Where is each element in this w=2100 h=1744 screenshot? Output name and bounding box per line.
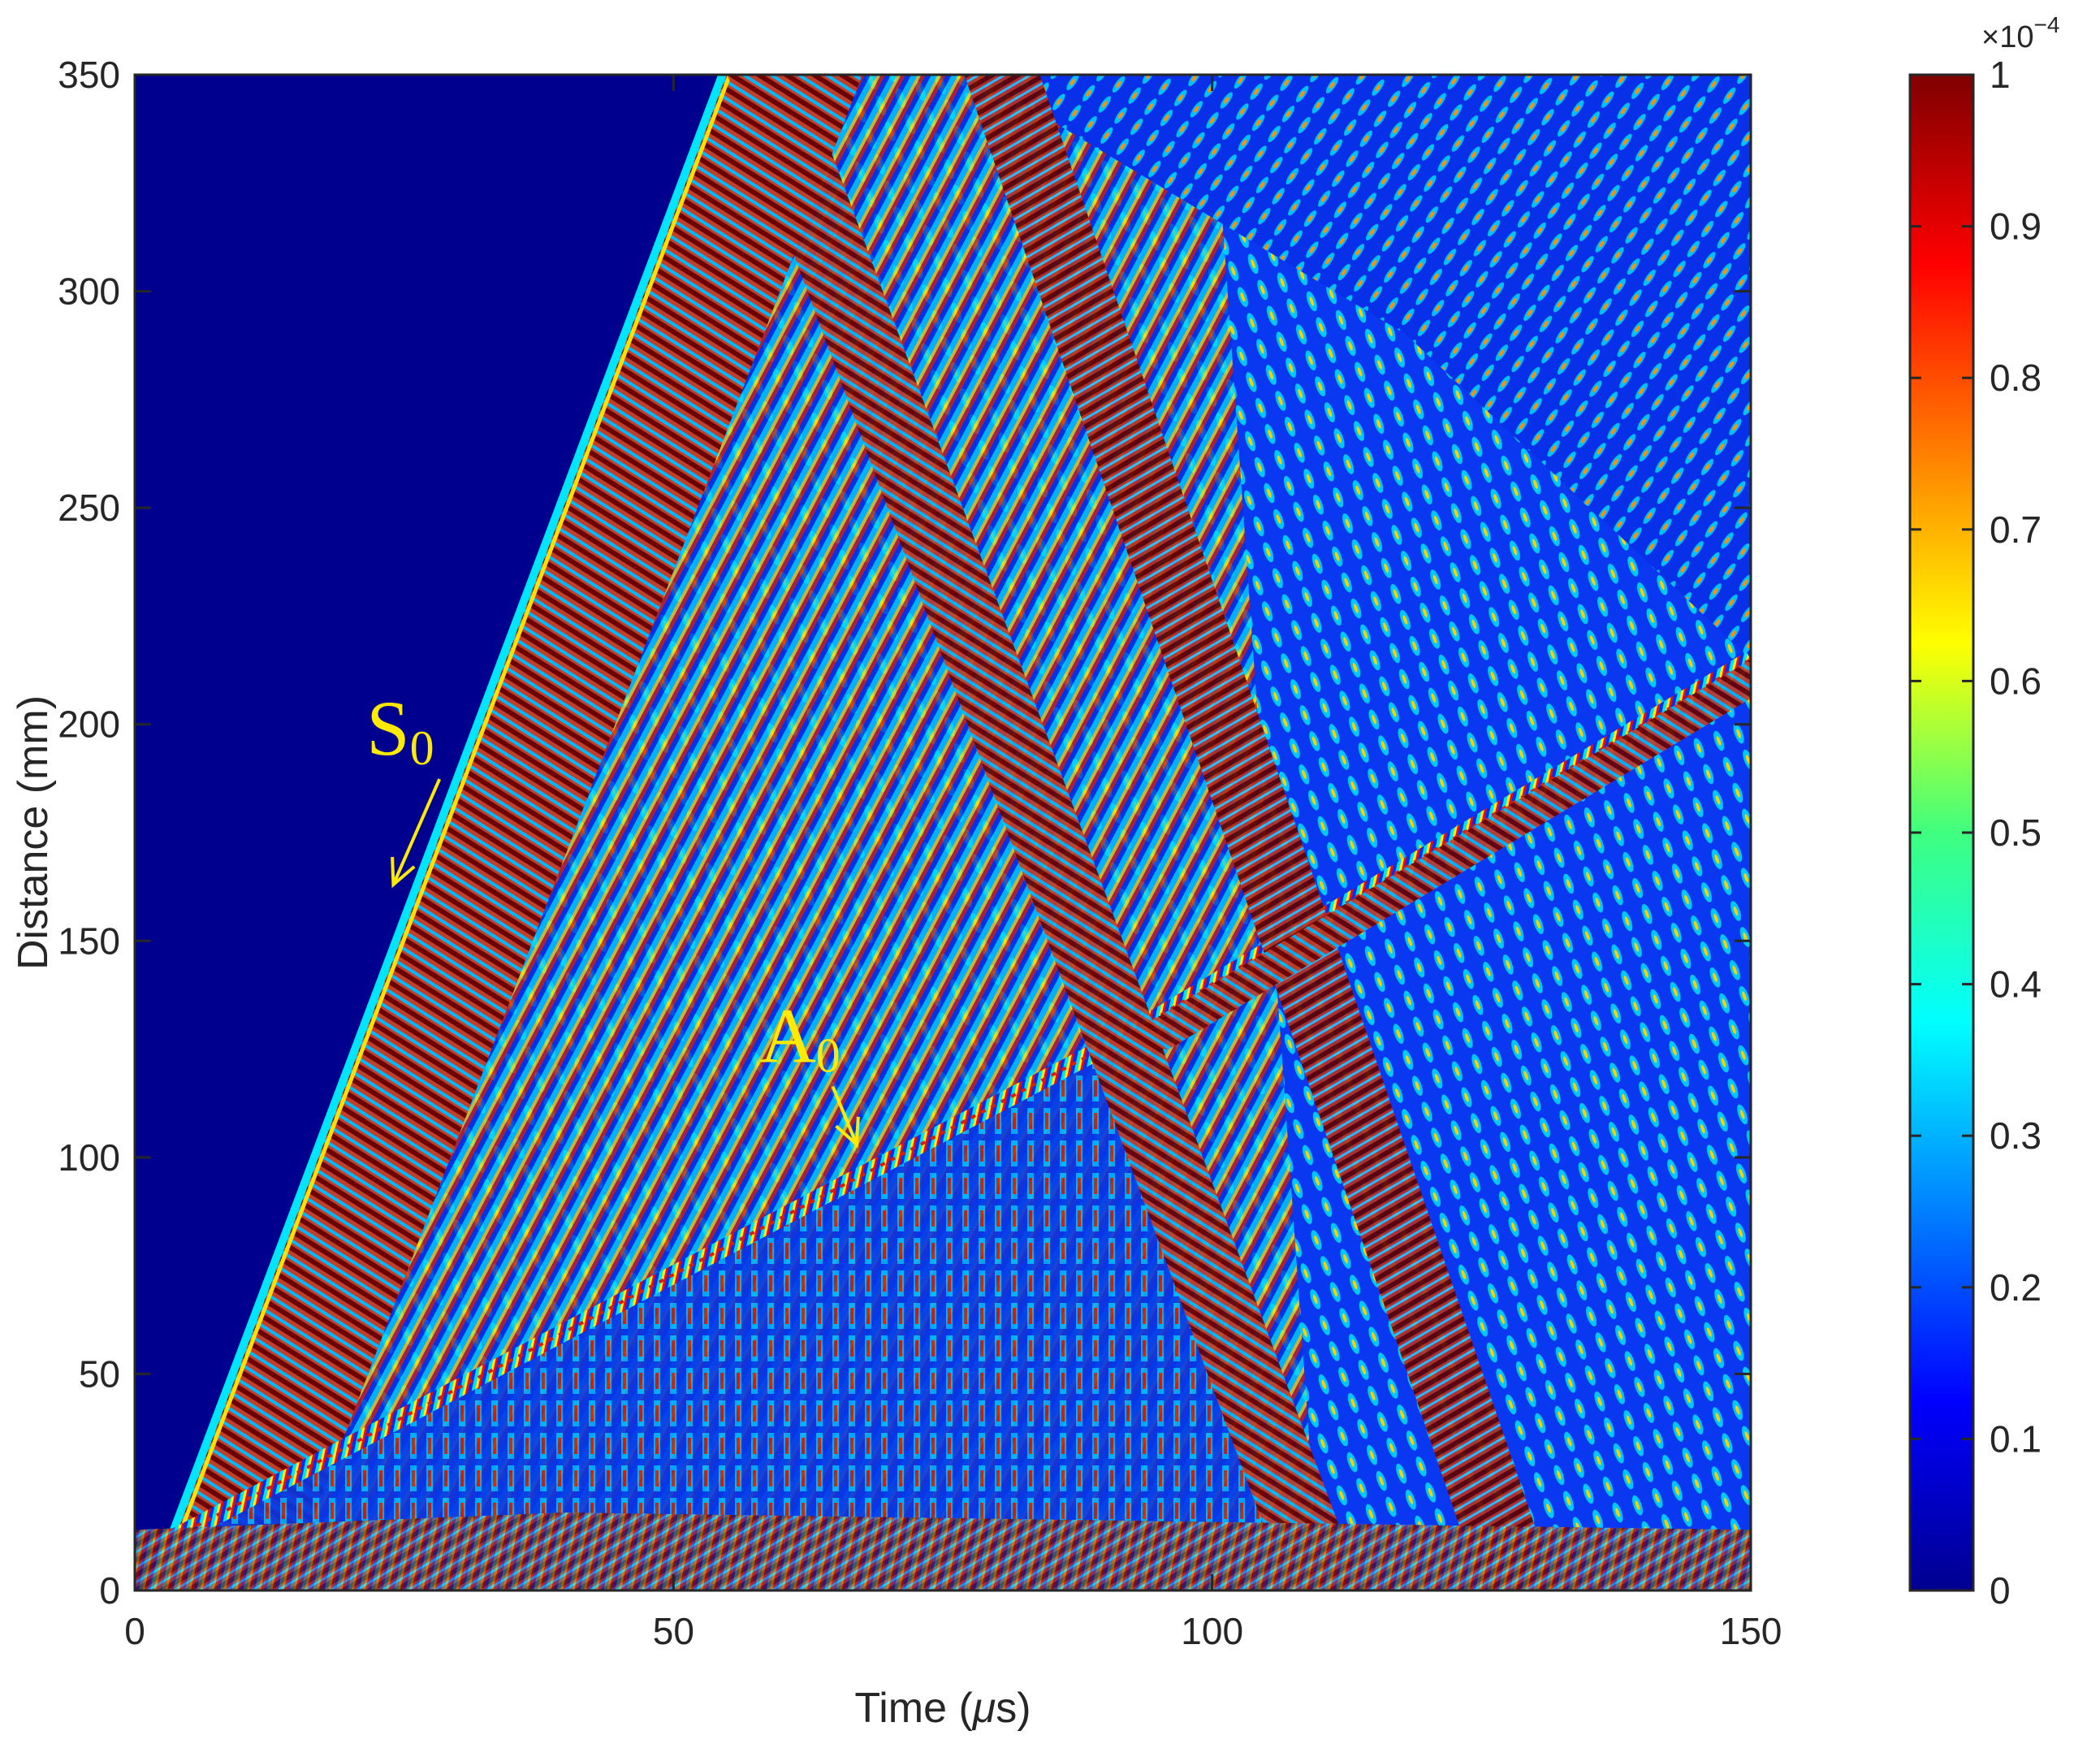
x-axis-label: Time (μs)	[854, 1685, 1031, 1732]
colorbar-tick-label: 0.6	[1990, 660, 2042, 702]
x-tick-label: 100	[1181, 1610, 1243, 1652]
colorbar-ticks: 0 0.1 0.2 0.3 0.4 0.5 0.6 0.7 0.8 0.9 1	[1910, 54, 2042, 1612]
x-tick-label: 50	[653, 1610, 694, 1652]
colorbar-tick-label: 0.9	[1990, 206, 2042, 248]
reflected-wave-band	[1104, 659, 1751, 1049]
colorbar-tick-label: 1	[1990, 54, 2011, 96]
colorbar-tick-label: 0.4	[1990, 963, 2042, 1006]
colorbar-tick-label: 0.3	[1990, 1114, 2042, 1157]
reflected-wave-band	[964, 75, 1558, 1590]
colorbar-tick-label: 0.2	[1990, 1266, 2042, 1309]
s0-arrow	[391, 778, 442, 885]
colorbar-tick-label: 0.5	[1990, 811, 2042, 854]
source-region	[135, 1512, 1751, 1590]
y-axis-label: Distance (mm)	[10, 695, 57, 970]
colorbar-tick-label: 0.7	[1990, 508, 2042, 551]
s0-wavefront	[156, 75, 732, 1590]
colorbar-tick-label: 0	[1990, 1569, 2011, 1612]
colorbar-tick-label: 0.1	[1990, 1417, 2042, 1460]
y-axis-ticks: 0 50 100 150 200 250 300 350	[58, 54, 1751, 1612]
y-tick-label: 150	[58, 920, 120, 962]
a0-arrow	[831, 1085, 858, 1145]
s0-label: S0	[366, 685, 434, 775]
axes-frame	[133, 73, 1752, 1592]
field-region	[974, 75, 1751, 660]
s0-wave-band	[150, 75, 862, 1590]
y-tick-label: 100	[58, 1136, 120, 1179]
x-tick-label: 150	[1720, 1610, 1782, 1652]
y-tick-label: 350	[58, 54, 120, 96]
y-tick-label: 300	[58, 270, 120, 313]
a0-label: A0	[759, 993, 840, 1083]
y-tick-label: 50	[79, 1352, 120, 1395]
colorbar-tick-label: 0.8	[1990, 357, 2042, 399]
a0-arrowhead	[835, 1116, 860, 1149]
s0-wavefront	[147, 75, 727, 1590]
annotations: S0 A0	[366, 685, 860, 1149]
x-tick-label: 0	[124, 1610, 145, 1652]
y-tick-label: 250	[58, 487, 120, 529]
x-axis-ticks: 0 50 100 150	[124, 75, 1782, 1652]
y-tick-label: 0	[99, 1569, 120, 1612]
plot-area	[135, 75, 1751, 1590]
a0-region	[156, 1049, 1288, 1590]
colorbar-exponent: ×10−4	[1981, 12, 2059, 54]
y-tick-label: 200	[58, 703, 120, 746]
reflected-wave-band	[727, 75, 1363, 1590]
s0-arrowhead	[391, 856, 416, 889]
